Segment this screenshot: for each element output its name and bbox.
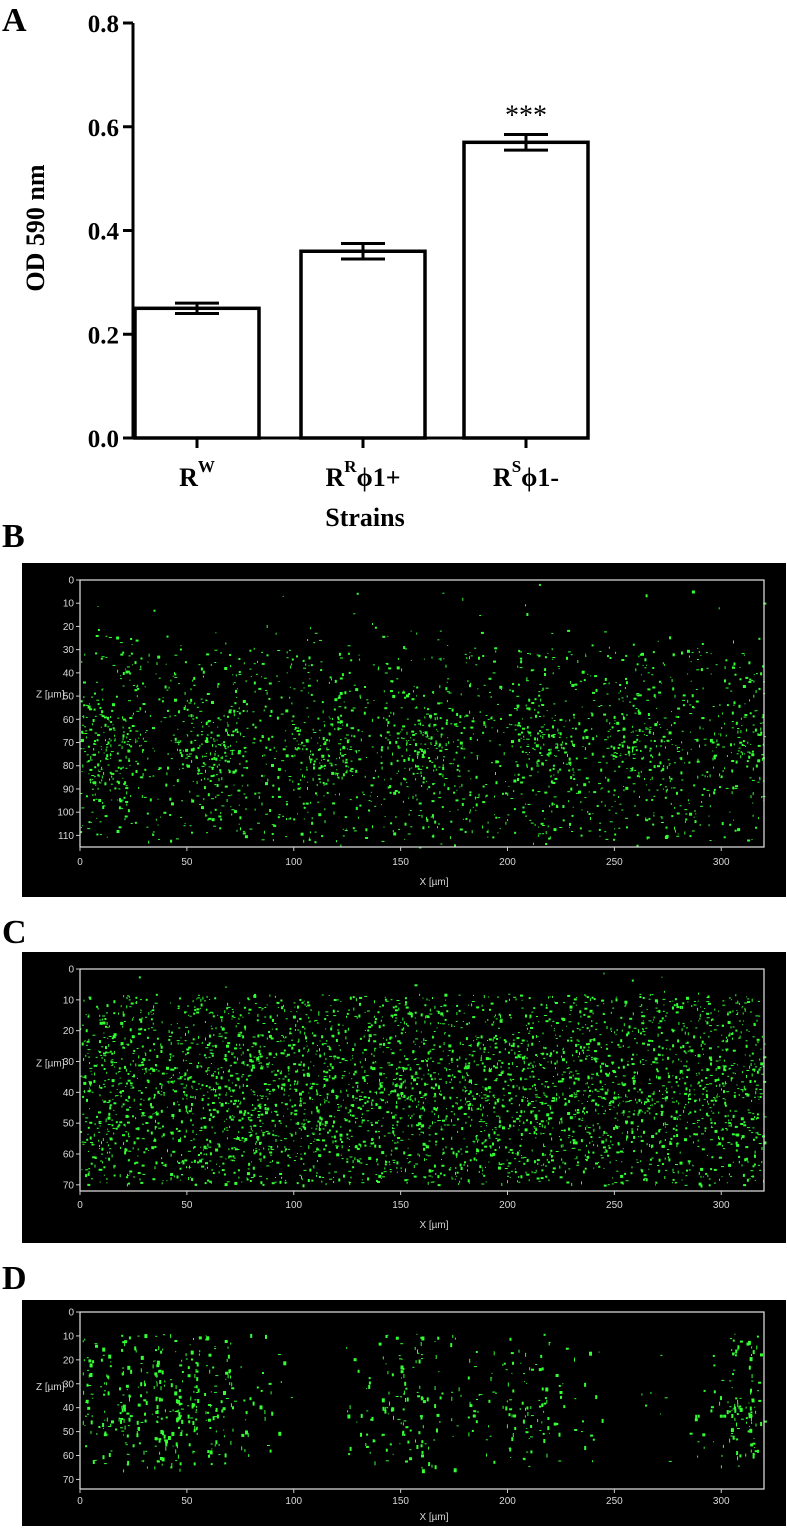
z-tick-label: 60 (63, 1451, 75, 1462)
significance-annotation: *** (505, 101, 547, 132)
z-tick-label: 40 (63, 668, 75, 679)
z-tick-label: 110 (58, 831, 74, 842)
z-tick-label: 70 (63, 1475, 75, 1486)
x-tick-label: 0 (77, 1200, 83, 1211)
x-tick-label: 50 (181, 1200, 193, 1211)
x-tick-label: 200 (499, 1496, 516, 1507)
x-tick-label: RW (179, 457, 215, 492)
z-tick-label: 30 (63, 1379, 75, 1390)
fluorescence-signal (80, 972, 767, 1188)
panel-label-c: C (2, 914, 27, 951)
micrograph-c: 0 10 20 30 40 50 60 70 Z [µm] 0 50 100 150 200 250 300 X… (22, 952, 786, 1243)
bar (133, 306, 261, 440)
x-tick-label: RRϕ1+ (325, 457, 400, 492)
x-tick-label: 100 (285, 857, 302, 868)
x-tick-label: 200 (499, 1200, 516, 1211)
z-tick-label: 40 (63, 1088, 75, 1099)
x-tick-label: 150 (392, 1496, 409, 1507)
x-tick-label: 300 (713, 1200, 730, 1211)
z-axis-label: Z [µm] (36, 1382, 65, 1393)
y-tick-label: 0.0 (88, 426, 119, 453)
x-tick-label: 250 (606, 1200, 623, 1211)
x-tick-label: 250 (606, 1496, 623, 1507)
x-tick-label: 100 (285, 1200, 302, 1211)
plot-frame (79, 968, 765, 1192)
panel-label-a: A (2, 2, 27, 39)
x-tick-label: 250 (606, 857, 623, 868)
z-axis-label: Z [µm] (36, 1059, 65, 1070)
z-tick-label: 30 (63, 1057, 75, 1068)
micrograph-b: 0 10 20 30 40 50 60 70 80 90 100 110 Z [µm] 0 50 100 150… (22, 563, 786, 897)
y-tick-label: 0.4 (88, 219, 120, 246)
bar (299, 249, 427, 440)
x-tick-label: 0 (77, 857, 83, 868)
z-tick-label: 20 (63, 1026, 75, 1037)
z-tick-label: 60 (63, 715, 75, 726)
z-tick-label: 0 (68, 576, 74, 587)
x-tick-label: 300 (713, 857, 730, 868)
x-axis-label: X [µm] (419, 1220, 448, 1231)
z-tick-label: 70 (63, 1180, 75, 1191)
z-tick-label: 20 (63, 622, 75, 633)
z-tick-label: 10 (63, 995, 75, 1006)
fluorescence-signal (80, 583, 767, 849)
plot-frame (79, 579, 765, 848)
z-tick-label: 30 (63, 645, 75, 656)
x-tick-label: 50 (181, 1496, 193, 1507)
x-tick-label: 300 (713, 1496, 730, 1507)
x-tick-label: 150 (392, 1200, 409, 1211)
z-tick-label: 40 (63, 1403, 75, 1414)
x-axis-label: Strains (325, 503, 404, 532)
z-tick-label: 70 (63, 738, 75, 749)
x-axis-label: X [µm] (419, 1512, 448, 1523)
z-tick-label: 10 (63, 1331, 75, 1342)
micrograph-d: 0 10 20 30 40 50 60 70 Z [µm] 0 50 100 150 200 250 300 X… (22, 1300, 786, 1526)
z-tick-label: 0 (68, 965, 74, 976)
z-tick-label: 10 (63, 599, 75, 610)
y-tick-label: 0.6 (88, 115, 119, 142)
x-tick-label: 50 (181, 857, 193, 868)
z-tick-label: 80 (63, 761, 75, 772)
x-tick-label: 100 (285, 1496, 302, 1507)
z-axis-label: Z [µm] (36, 689, 65, 700)
y-axis-label: OD 590 nm (21, 164, 50, 291)
y-tick-label: 0.2 (88, 322, 119, 349)
y-tick-label: 0.8 (88, 11, 119, 38)
z-tick-label: 50 (63, 1427, 75, 1438)
z-tick-label: 60 (63, 1150, 75, 1161)
z-tick-label: 90 (63, 784, 75, 795)
x-axis-label: X [µm] (419, 877, 448, 888)
z-tick-label: 50 (63, 692, 75, 703)
z-tick-label: 0 (68, 1308, 74, 1319)
z-tick-label: 50 (63, 1119, 75, 1130)
x-tick-label: RSϕ1- (493, 457, 559, 492)
x-tick-label: 200 (499, 857, 516, 868)
bar-chart: 0.0 0.2 0.4 0.6 0.8 RW RRϕ1+ RSϕ1- *** OD 590 n… (21, 11, 590, 532)
z-tick-label: 100 (57, 808, 74, 819)
fluorescence-signal (82, 1333, 767, 1474)
panel-label-d: D (2, 1260, 27, 1297)
bar (462, 140, 590, 440)
panel-label-b: B (2, 518, 25, 555)
plot-frame (79, 1311, 765, 1490)
x-tick-label: 150 (392, 857, 409, 868)
x-tick-label: 0 (77, 1496, 83, 1507)
z-tick-label: 20 (63, 1355, 75, 1366)
